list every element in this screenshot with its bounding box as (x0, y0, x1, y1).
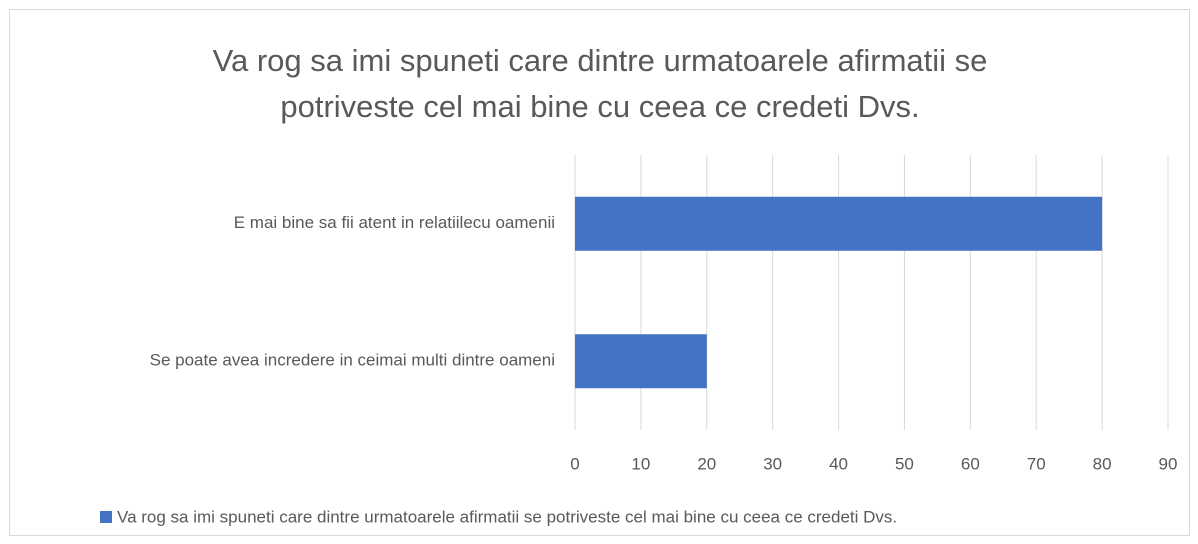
x-tick-label: 30 (763, 454, 782, 473)
x-tick-label: 10 (631, 454, 650, 473)
x-tick-label: 20 (697, 454, 716, 473)
x-tick-label: 80 (1093, 454, 1112, 473)
bar (575, 196, 1103, 251)
y-tick-label: E mai bine sa fii atent in relatiilecu o… (234, 213, 555, 232)
x-tick-label: 90 (1159, 454, 1178, 473)
chart-border (9, 9, 1190, 536)
x-tick-label: 40 (829, 454, 848, 473)
chart-title: Va rog sa imi spuneti care dintre urmato… (212, 43, 988, 124)
x-tick-label: 70 (1027, 454, 1046, 473)
x-tick-label: 50 (895, 454, 914, 473)
legend-label: Va rog sa imi spuneti care dintre urmato… (117, 507, 897, 526)
y-tick-label: Se poate avea incredere in ceimai multi … (150, 351, 555, 370)
legend-swatch (100, 511, 112, 523)
x-tick-label: 0 (570, 454, 579, 473)
x-tick-label: 60 (961, 454, 980, 473)
bar (575, 334, 707, 389)
